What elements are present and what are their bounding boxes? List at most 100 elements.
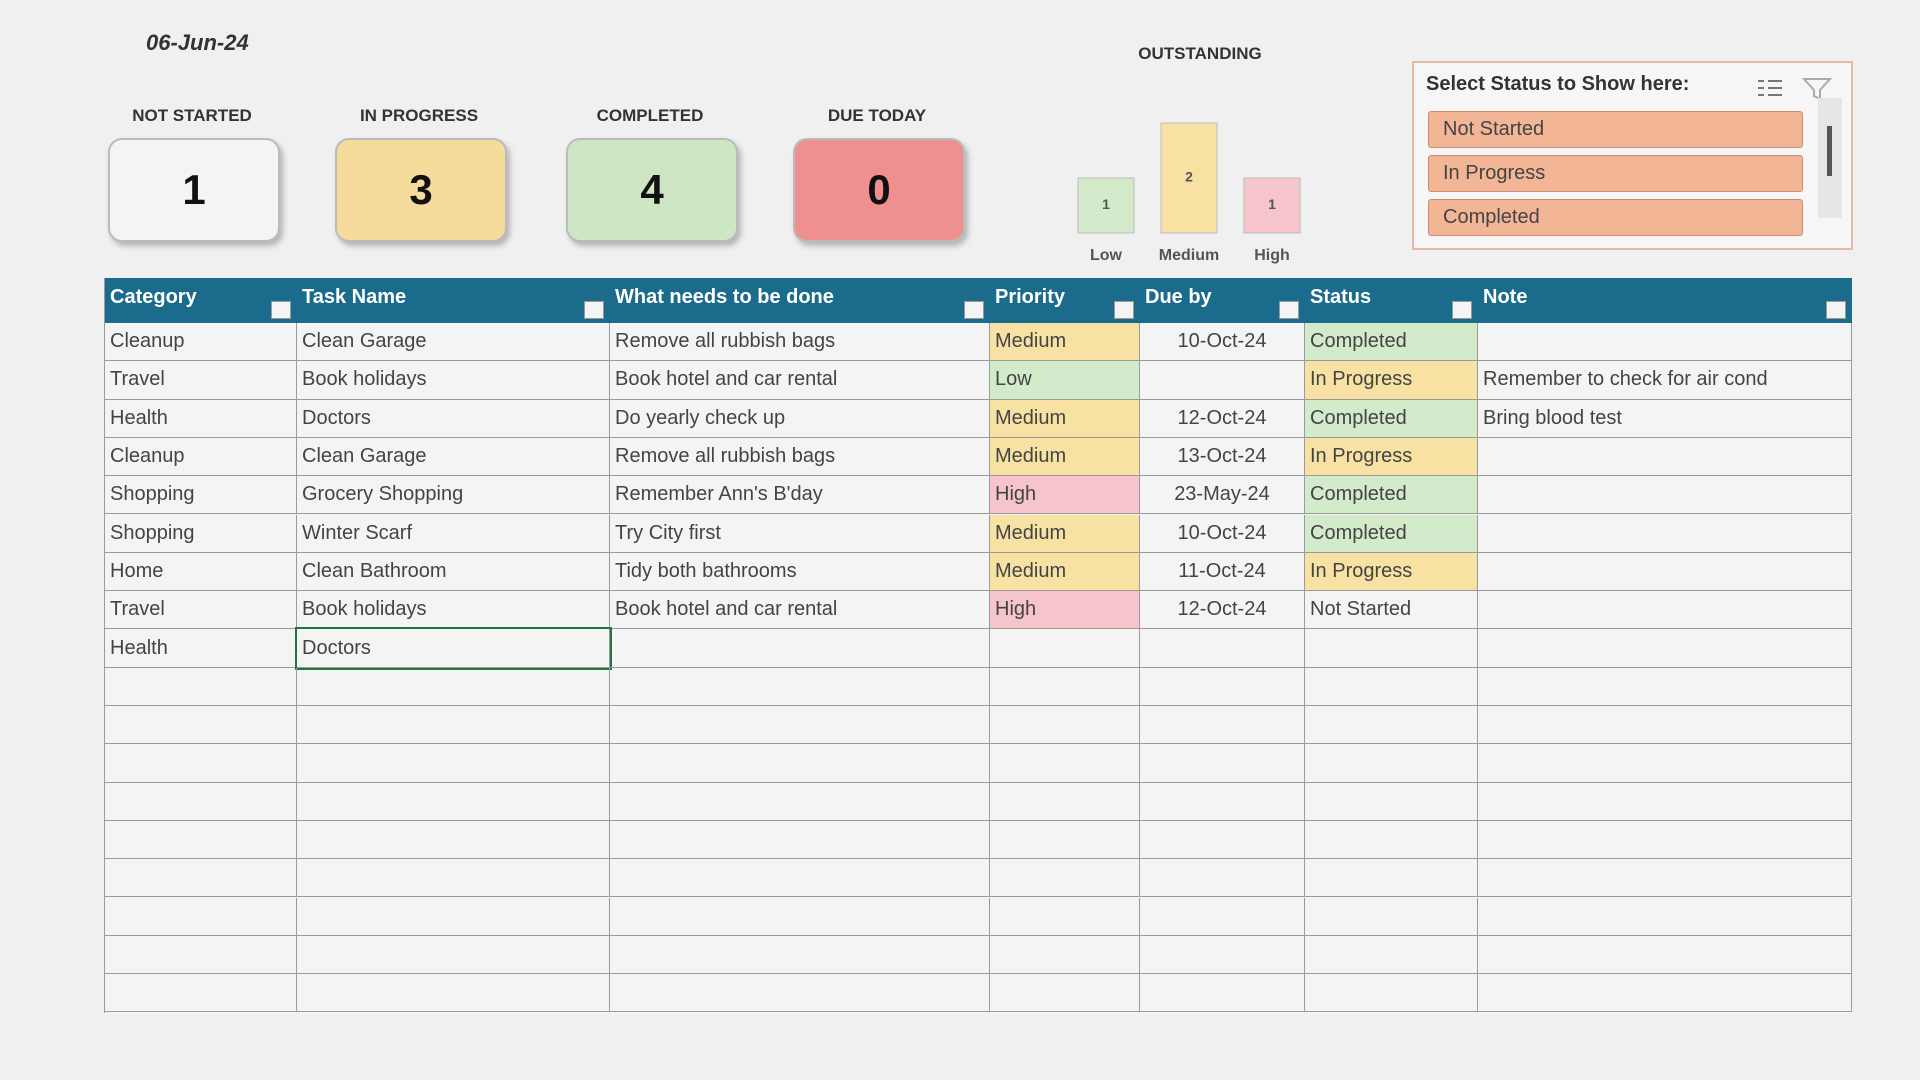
empty-cell[interactable]	[610, 859, 990, 898]
empty-cell[interactable]	[1140, 859, 1305, 898]
empty-cell[interactable]	[610, 782, 990, 821]
empty-cell[interactable]	[297, 859, 610, 898]
table-cell[interactable]: Try City first	[610, 514, 990, 553]
empty-cell[interactable]	[1140, 935, 1305, 975]
table-cell[interactable]: Completed	[1305, 476, 1478, 515]
empty-cell[interactable]	[610, 706, 990, 745]
empty-cell[interactable]	[1140, 744, 1305, 783]
table-cell[interactable]: Travel	[105, 591, 297, 630]
filter-button[interactable]	[964, 301, 984, 319]
empty-cell[interactable]	[1478, 552, 1852, 592]
empty-cell[interactable]	[105, 667, 297, 706]
empty-cell[interactable]	[990, 859, 1140, 898]
empty-cell[interactable]	[1140, 667, 1305, 706]
empty-cell[interactable]	[990, 974, 1140, 1013]
empty-cell[interactable]	[990, 897, 1140, 936]
empty-cell[interactable]	[1305, 629, 1478, 668]
empty-cell[interactable]	[990, 667, 1140, 706]
table-cell[interactable]: Completed	[1305, 514, 1478, 553]
table-cell[interactable]: In Progress	[1305, 361, 1478, 400]
filter-button[interactable]	[1114, 301, 1134, 319]
table-cell[interactable]: Not Started	[1305, 591, 1478, 630]
empty-cell[interactable]	[1478, 782, 1852, 821]
table-cell[interactable]: Cleanup	[105, 323, 297, 362]
table-cell[interactable]: 11-Oct-24	[1140, 552, 1305, 592]
table-cell[interactable]: Remember Ann's B'day	[610, 476, 990, 515]
table-cell[interactable]: Health	[105, 399, 297, 438]
empty-cell[interactable]	[1478, 323, 1852, 362]
empty-cell[interactable]	[297, 897, 610, 936]
table-cell[interactable]: High	[990, 476, 1140, 515]
filter-button[interactable]	[584, 301, 604, 319]
empty-cell[interactable]	[297, 706, 610, 745]
empty-cell[interactable]	[1305, 706, 1478, 745]
empty-cell[interactable]	[105, 859, 297, 898]
table-cell[interactable]: Winter Scarf	[297, 514, 610, 553]
scrollbar[interactable]	[1818, 98, 1842, 218]
empty-cell[interactable]	[1305, 667, 1478, 706]
empty-cell[interactable]	[1305, 782, 1478, 821]
empty-cell[interactable]	[610, 667, 990, 706]
empty-cell[interactable]	[297, 744, 610, 783]
table-cell[interactable]: Tidy both bathrooms	[610, 552, 990, 592]
table-cell[interactable]: Health	[105, 629, 297, 668]
table-cell[interactable]: 10-Oct-24	[1140, 323, 1305, 362]
empty-cell[interactable]	[1140, 974, 1305, 1013]
empty-cell[interactable]	[1305, 744, 1478, 783]
table-cell[interactable]: Low	[990, 361, 1140, 400]
empty-cell[interactable]	[297, 820, 610, 860]
empty-cell[interactable]	[1478, 935, 1852, 975]
table-cell[interactable]: Medium	[990, 552, 1140, 592]
empty-cell[interactable]	[1478, 667, 1852, 706]
slicer-item[interactable]: Not Started	[1428, 111, 1803, 148]
slicer-item[interactable]: In Progress	[1428, 155, 1803, 192]
table-cell[interactable]: 13-Oct-24	[1140, 437, 1305, 477]
empty-cell[interactable]	[1140, 782, 1305, 821]
empty-cell[interactable]	[610, 820, 990, 860]
filter-button[interactable]	[1826, 301, 1846, 319]
empty-cell[interactable]	[1478, 629, 1852, 668]
table-cell[interactable]: Book holidays	[297, 591, 610, 630]
empty-cell[interactable]	[105, 782, 297, 821]
table-cell[interactable]: Doctors	[295, 627, 612, 670]
empty-cell[interactable]	[105, 935, 297, 975]
empty-cell[interactable]	[1478, 437, 1852, 477]
empty-cell[interactable]	[1478, 514, 1852, 553]
empty-cell[interactable]	[1478, 897, 1852, 936]
empty-cell[interactable]	[1478, 974, 1852, 1013]
empty-cell[interactable]	[105, 820, 297, 860]
table-cell[interactable]: Travel	[105, 361, 297, 400]
table-cell[interactable]: Remove all rubbish bags	[610, 437, 990, 477]
table-cell[interactable]: Remember to check for air cond	[1478, 361, 1852, 400]
table-cell[interactable]: Remove all rubbish bags	[610, 323, 990, 362]
empty-cell[interactable]	[1478, 820, 1852, 860]
table-cell[interactable]: In Progress	[1305, 552, 1478, 592]
table-cell[interactable]: Doctors	[297, 399, 610, 438]
empty-cell[interactable]	[1140, 361, 1305, 400]
table-cell[interactable]: 12-Oct-24	[1140, 591, 1305, 630]
table-cell[interactable]: High	[990, 591, 1140, 630]
table-cell[interactable]: Medium	[990, 437, 1140, 477]
table-cell[interactable]: Home	[105, 552, 297, 592]
empty-cell[interactable]	[1140, 629, 1305, 668]
empty-cell[interactable]	[1140, 706, 1305, 745]
empty-cell[interactable]	[297, 667, 610, 706]
empty-cell[interactable]	[990, 629, 1140, 668]
table-cell[interactable]: 12-Oct-24	[1140, 399, 1305, 438]
empty-cell[interactable]	[1305, 935, 1478, 975]
empty-cell[interactable]	[610, 897, 990, 936]
table-cell[interactable]: Do yearly check up	[610, 399, 990, 438]
empty-cell[interactable]	[610, 744, 990, 783]
empty-cell[interactable]	[105, 706, 297, 745]
table-cell[interactable]: Grocery Shopping	[297, 476, 610, 515]
empty-cell[interactable]	[1305, 820, 1478, 860]
table-cell[interactable]: Completed	[1305, 323, 1478, 362]
table-cell[interactable]: Clean Bathroom	[297, 552, 610, 592]
table-cell[interactable]: Completed	[1305, 399, 1478, 438]
slicer-item[interactable]: Completed	[1428, 199, 1803, 236]
filter-button[interactable]	[1452, 301, 1472, 319]
empty-cell[interactable]	[610, 629, 990, 668]
table-cell[interactable]: Shopping	[105, 476, 297, 515]
table-cell[interactable]: Book hotel and car rental	[610, 361, 990, 400]
empty-cell[interactable]	[1140, 820, 1305, 860]
